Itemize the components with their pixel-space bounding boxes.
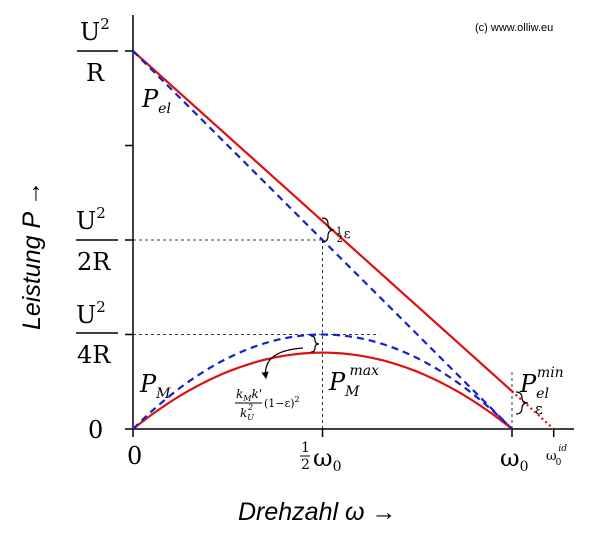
tick-marks (125, 50, 555, 437)
svg-text:(1−ε)2: (1−ε)2 (264, 395, 300, 410)
svg-text:R: R (86, 59, 105, 87)
svg-text:0: 0 (88, 416, 103, 444)
y-axis-title: Leistung P → (18, 181, 46, 330)
brace-eps (515, 391, 529, 415)
y-tick-label-u2-4r: U2 4R (76, 298, 118, 369)
x-tick-label-0: 0 (127, 442, 142, 470)
svg-text:kU2: kU2 (240, 403, 254, 422)
brace-max (310, 335, 320, 353)
series-line-3 (132, 333, 513, 430)
series-line-0 (132, 50, 513, 393)
x-tick-label-half-omega0: 1 2 ω0 (300, 440, 342, 475)
series-line-4 (511, 390, 555, 430)
annotation-eps: ε (535, 400, 543, 418)
label-p-el-min: Pelmin (519, 365, 564, 402)
label-p-m: PM (139, 370, 171, 402)
svg-text:U2: U2 (80, 15, 110, 46)
svg-text:2: 2 (301, 457, 310, 473)
series-line-2 (132, 351, 513, 430)
svg-text:U2: U2 (76, 298, 106, 329)
annotation-half-eps: 1 2ε (336, 226, 351, 245)
brace-half-eps (321, 217, 335, 243)
svg-text:2R: 2R (77, 248, 111, 276)
series-group (132, 50, 555, 430)
annotation-k-formula: kMk' kU2 (1−ε)2 (235, 387, 300, 422)
svg-text:1: 1 (301, 440, 310, 456)
label-p-m-max: PMmax (328, 363, 379, 400)
credit-text: (c) www.olliw.eu (475, 22, 553, 34)
y-tick-label-u2-2r: U2 2R (76, 204, 118, 276)
y-tick-label-0: 0 (88, 416, 103, 444)
label-p-el: Pel (141, 85, 171, 117)
svg-text:ω0: ω0 (313, 444, 342, 475)
svg-text:kMk': kMk' (236, 387, 262, 403)
x-label-omega-id: ω0id (546, 444, 567, 468)
x-axis-title: Drehzahl ω → (238, 498, 396, 526)
formula-arrow (261, 347, 304, 380)
series-line-1 (132, 50, 513, 430)
y-tick-label-u2-r: U2 R (77, 15, 118, 87)
svg-text:4R: 4R (77, 341, 111, 369)
x-tick-label-omega0: ω0 (500, 444, 529, 475)
svg-text:U2: U2 (76, 204, 106, 235)
